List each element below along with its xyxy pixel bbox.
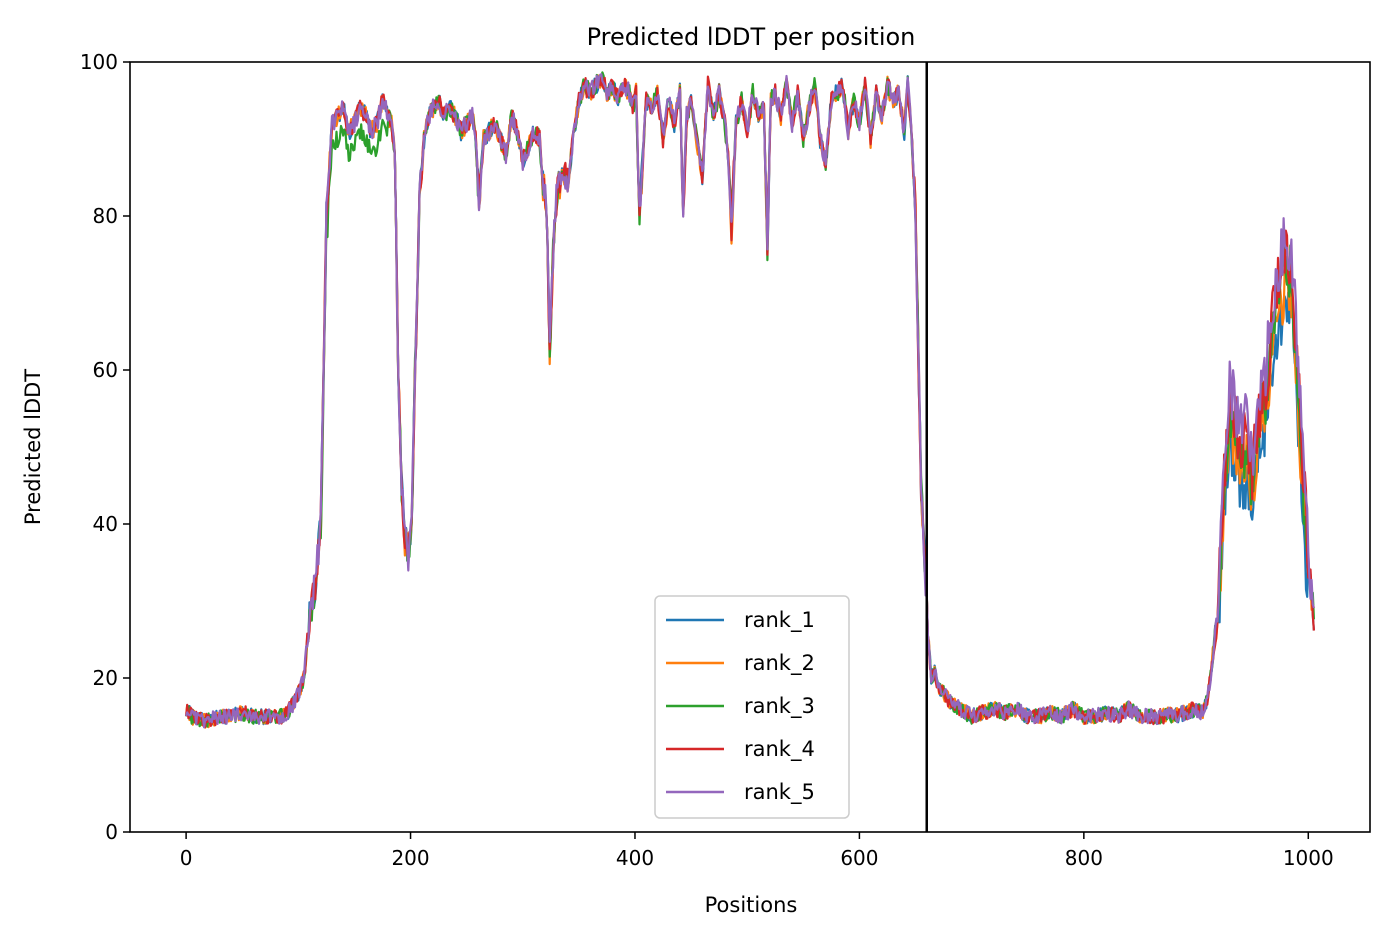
x-axis-title: Positions xyxy=(705,893,798,917)
x-tick-label: 0 xyxy=(180,846,193,870)
series-line-rank_5 xyxy=(185,73,1315,729)
chart-title: Predicted lDDT per position xyxy=(587,23,916,51)
y-axis-title: Predicted lDDT xyxy=(21,369,45,525)
x-tick-label: 200 xyxy=(391,846,429,870)
x-tick-label: 800 xyxy=(1065,846,1103,870)
y-axis-ticks: 0 20 40 60 80 100 xyxy=(80,50,130,844)
x-axis-ticks: 0 200 400 600 800 1000 xyxy=(180,832,1334,870)
legend-label-rank_2: rank_2 xyxy=(744,651,815,676)
x-tick-label: 600 xyxy=(840,846,878,870)
legend-label-rank_4: rank_4 xyxy=(744,737,815,762)
legend: rank_1 rank_2 rank_3 rank_4 rank_5 xyxy=(654,595,850,819)
y-tick-label: 20 xyxy=(93,666,118,690)
x-tick-label: 400 xyxy=(616,846,654,870)
x-tick-label: 1000 xyxy=(1283,846,1334,870)
legend-label-rank_5: rank_5 xyxy=(744,780,815,805)
y-tick-label: 60 xyxy=(93,358,118,382)
y-tick-label: 100 xyxy=(80,50,118,74)
legend-label-rank_1: rank_1 xyxy=(744,608,815,633)
plot-frame xyxy=(129,61,1371,833)
legend-box xyxy=(654,595,850,819)
y-tick-label: 0 xyxy=(105,820,118,844)
legend-label-rank_3: rank_3 xyxy=(744,694,815,719)
series-layer xyxy=(185,71,1315,729)
y-tick-label: 40 xyxy=(93,512,118,536)
y-tick-label: 80 xyxy=(93,204,118,228)
legend-items: rank_1 rank_2 rank_3 rank_4 rank_5 xyxy=(666,608,815,805)
